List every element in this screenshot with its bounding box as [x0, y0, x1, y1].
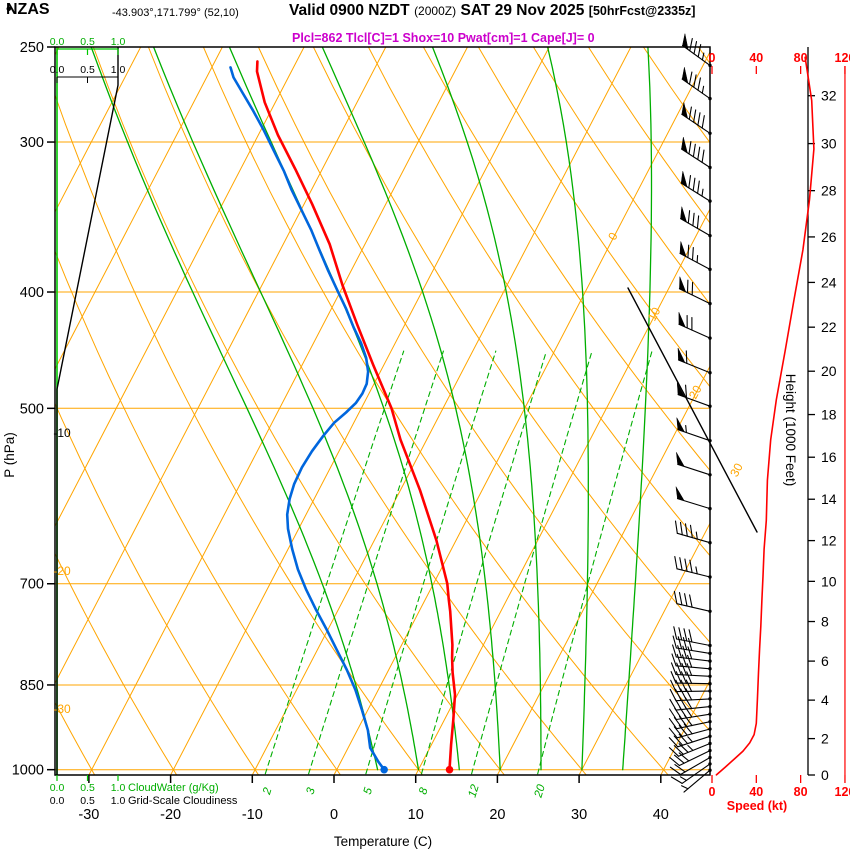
svg-text:700: 700: [20, 577, 44, 593]
sounding-traces: [229, 60, 457, 774]
svg-text:20: 20: [821, 363, 837, 379]
valid-zulu: (2000Z): [414, 4, 457, 18]
svg-text:16: 16: [821, 449, 837, 465]
valid-date: SAT 29 Nov 2025: [460, 2, 585, 19]
svg-text:2: 2: [261, 786, 275, 797]
station-bullet-icon: •: [6, 1, 12, 18]
svg-text:1000: 1000: [12, 763, 44, 779]
svg-text:300: 300: [20, 135, 44, 151]
svg-text:0.5: 0.5: [80, 795, 95, 807]
svg-text:0.5: 0.5: [80, 64, 95, 76]
svg-text:12: 12: [821, 533, 837, 549]
svg-text:20: 20: [532, 783, 548, 800]
svg-text:-10: -10: [53, 426, 71, 440]
svg-text:0.0: 0.0: [50, 782, 65, 794]
svg-text:500: 500: [20, 401, 44, 417]
svg-text:-30: -30: [53, 702, 71, 716]
svg-text:0.5: 0.5: [80, 36, 95, 48]
svg-text:10: 10: [645, 305, 664, 324]
svg-text:32: 32: [821, 88, 837, 104]
svg-text:30: 30: [821, 136, 837, 152]
svg-text:Temperature (C): Temperature (C): [334, 834, 432, 849]
svg-text:250: 250: [20, 40, 44, 56]
svg-text:24: 24: [821, 274, 837, 290]
forecast-hour: [50hrFcst@2335z]: [588, 4, 696, 18]
svg-text:0.0: 0.0: [50, 64, 65, 76]
svg-text:14: 14: [821, 491, 837, 507]
svg-text:5: 5: [362, 786, 376, 796]
svg-text:26: 26: [821, 229, 837, 245]
svg-text:10: 10: [821, 573, 837, 589]
axes: [47, 46, 846, 783]
svg-text:CloudWater (g/Kg): CloudWater (g/Kg): [128, 782, 219, 794]
svg-text:400: 400: [20, 285, 44, 301]
valid-time: Valid 0900 NZDT (2000Z) SAT 29 Nov 2025 …: [289, 2, 695, 20]
svg-text:80: 80: [794, 785, 808, 799]
svg-text:28: 28: [821, 183, 837, 199]
svg-text:Speed (kt): Speed (kt): [727, 799, 787, 813]
svg-text:P (hPa): P (hPa): [2, 432, 17, 478]
station-coords: -43.903°,171.799° (52,10): [112, 7, 239, 19]
svg-text:120: 120: [835, 51, 850, 65]
svg-text:40: 40: [653, 807, 669, 823]
svg-text:30: 30: [571, 807, 587, 823]
svg-text:4: 4: [821, 692, 829, 708]
svg-text:22: 22: [821, 319, 837, 335]
stability-params: Plcl=862 Tlcl[C]=1 Shox=10 Pwat[cm]=1 Ca…: [292, 31, 595, 45]
svg-text:20: 20: [489, 807, 505, 823]
svg-text:-30: -30: [78, 807, 99, 823]
wind-barbs: [668, 33, 712, 793]
svg-text:-20: -20: [160, 807, 181, 823]
svg-text:40: 40: [749, 785, 763, 799]
cloud-profiles: [56, 47, 119, 775]
gridlines: [55, 47, 710, 775]
valid-prefix: Valid 0900 NZDT: [289, 2, 410, 19]
svg-text:-10: -10: [242, 807, 263, 823]
speed-profile: [715, 56, 815, 776]
svg-text:0.0: 0.0: [50, 36, 65, 48]
station-name: NZAS: [6, 1, 50, 18]
svg-text:0: 0: [330, 807, 338, 823]
svg-text:40: 40: [749, 51, 763, 65]
svg-text:80: 80: [794, 51, 808, 65]
svg-text:1.0: 1.0: [111, 36, 126, 48]
surface-dewpoint-dot: [380, 765, 388, 774]
svg-text:0: 0: [709, 785, 716, 799]
svg-text:Grid-Scale Cloudiness: Grid-Scale Cloudiness: [128, 795, 238, 807]
svg-text:12: 12: [467, 783, 482, 799]
svg-text:10: 10: [408, 807, 424, 823]
svg-text:6: 6: [821, 653, 829, 669]
svg-text:1.0: 1.0: [111, 782, 126, 794]
svg-text:0.5: 0.5: [80, 782, 95, 794]
svg-text:850: 850: [20, 678, 44, 694]
svg-text:3: 3: [304, 786, 318, 796]
svg-text:20: 20: [686, 383, 705, 402]
surface-temperature-dot: [445, 765, 454, 774]
svg-text:18: 18: [821, 407, 837, 423]
svg-text:0: 0: [709, 51, 716, 65]
svg-text:0: 0: [821, 767, 829, 783]
svg-text:120: 120: [835, 785, 850, 799]
svg-text:-20: -20: [53, 564, 71, 578]
svg-text:0.0: 0.0: [50, 795, 65, 807]
svg-text:8: 8: [821, 614, 829, 630]
svg-text:1.0: 1.0: [111, 795, 126, 807]
svg-text:8: 8: [417, 786, 431, 796]
svg-text:30: 30: [727, 461, 746, 480]
svg-text:1.0: 1.0: [111, 64, 126, 76]
svg-text:2: 2: [821, 731, 829, 747]
svg-text:Height (1000 Feet): Height (1000 Feet): [783, 374, 798, 487]
svg-text:0: 0: [605, 230, 621, 243]
